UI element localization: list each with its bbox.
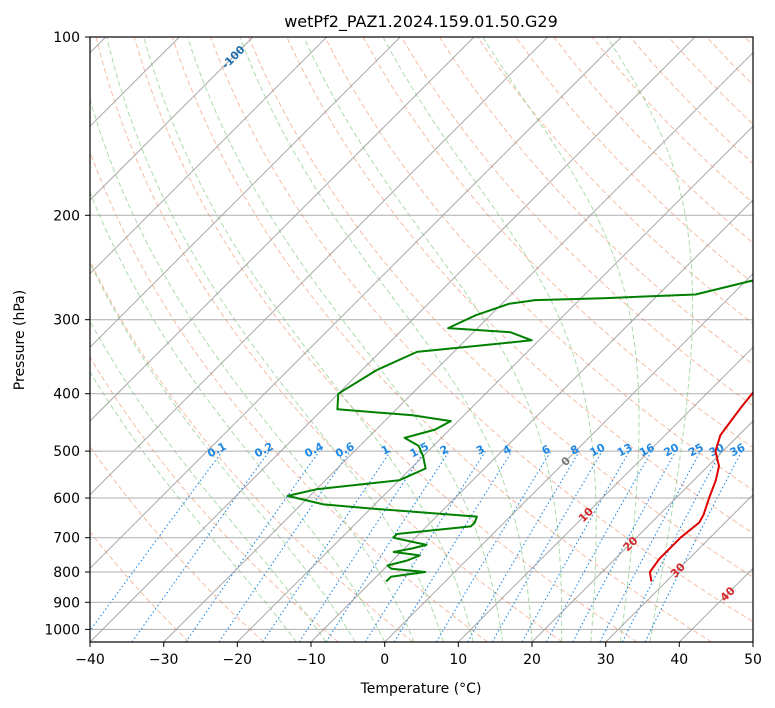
moist-adiabat-line: [239, 37, 533, 642]
dewpoint-profile-line: [286, 279, 753, 583]
x-axis: −40 −30 −20 −10 0 10 20 30 40 50: [75, 642, 762, 668]
moist-adiabat-line: [606, 37, 694, 642]
y-tick-label: 700: [53, 531, 80, 547]
isotherm-line: [90, 37, 622, 570]
x-tick-label: −40: [75, 652, 105, 668]
mixing-ratio-label: 20: [662, 441, 682, 460]
dry-adiabat-line: [90, 445, 264, 642]
mixing-ratio-line: [298, 450, 425, 642]
x-tick-label: −20: [223, 652, 253, 668]
y-tick-label: 800: [53, 565, 80, 581]
dry-adiabat-line: [90, 531, 190, 642]
y-tick-label: 400: [53, 387, 80, 403]
mixing-ratio-labels: 0.1 0.2 0.4 0.6 1 1.5 2 3 4 6 8 10 13 16 20 25 30 36: [205, 440, 747, 461]
dry-adiabat-line: [90, 356, 339, 642]
dry-adiabat-line: [95, 37, 563, 642]
mixing-ratio-line: [90, 450, 223, 632]
isotherm-line: [90, 37, 696, 642]
chart-title: wetPf2_PAZ1.2024.159.01.50.G29: [284, 12, 558, 32]
mixing-ratio-label: 25: [686, 441, 706, 460]
moist-adiabat-line: [303, 37, 563, 642]
moist-adiabat-line: [482, 37, 640, 642]
moist-adiabat-line: [106, 37, 445, 642]
isotherm-line: [531, 420, 753, 642]
isotherm-line: [384, 272, 753, 642]
moist-adiabat-line: [90, 320, 327, 642]
y-tick-label: 600: [53, 491, 80, 507]
x-tick-label: 30: [597, 652, 615, 668]
dry-adiabat-line: [324, 37, 753, 491]
mixing-ratio-line: [545, 450, 653, 642]
dry-adiabat-line: [210, 37, 753, 623]
mixing-ratio-line: [185, 450, 320, 642]
y-tick-label: 300: [53, 313, 80, 329]
moist-adiabat-line: [187, 37, 503, 642]
x-axis-label: Temperature (°C): [360, 681, 482, 697]
dry-adiabat-line: [133, 37, 638, 642]
isotherm-line: [90, 37, 401, 349]
y-tick-label: 200: [53, 208, 80, 224]
x-tick-label: −30: [149, 652, 179, 668]
isotherm-line: [90, 37, 549, 496]
mixing-ratio-line: [262, 450, 392, 642]
moist-adiabat-line: [90, 190, 386, 642]
mixing-ratio-label: 10: [588, 441, 608, 460]
isotherm-line: [236, 125, 753, 642]
isotherm-line: [605, 493, 753, 642]
plot-frame: [89, 36, 754, 643]
y-tick-label: 100: [53, 30, 80, 46]
dry-adiabat-line: [171, 37, 712, 642]
moist-adiabat-line: [90, 261, 356, 642]
y-tick-label: 1000: [44, 622, 80, 638]
y-tick-label: 900: [53, 595, 80, 611]
mixing-ratio-line: [393, 450, 513, 642]
y-axis-label: Pressure (hPa): [12, 290, 28, 390]
x-tick-label: 20: [523, 652, 541, 668]
moist-adiabat-line: [90, 370, 297, 642]
x-tick-label: 50: [744, 652, 762, 668]
x-tick-label: −10: [296, 652, 326, 668]
mixing-ratio-line: [131, 450, 270, 642]
mixing-ratio-label: 16: [637, 441, 657, 460]
mixing-ratio-label: 13: [615, 441, 635, 460]
dry-adiabat-line: [90, 150, 488, 642]
temperature-profile-line: [648, 391, 753, 582]
mixing-ratio-line: [218, 450, 351, 642]
profile-series: [286, 279, 753, 583]
x-tick-label: 10: [449, 652, 467, 668]
mixing-ratio-line: [325, 450, 450, 642]
isotherm-line: [90, 37, 328, 275]
isotherms: [90, 37, 753, 642]
dry-adiabat-line: [400, 37, 753, 407]
moist-adiabat-line: [382, 37, 597, 642]
isotherm-line: [163, 51, 753, 642]
y-axis: 100 200 300 400 500 600 700 800 900 1000: [44, 30, 90, 638]
isotherm-line: [457, 346, 753, 642]
mixing-ratio-line: [572, 450, 677, 642]
dry-adiabat-line: [438, 37, 753, 366]
mixing-ratio-line: [521, 450, 630, 642]
y-tick-label: 500: [53, 444, 80, 460]
plot-area: -100-90-80-70-60-50-40-30-20-10010203040…: [90, 37, 753, 642]
mixing-ratio-lines: [90, 450, 743, 642]
moist-adiabats: [90, 37, 694, 642]
moist-adiabat-line: [143, 37, 474, 642]
x-tick-label: 40: [670, 652, 688, 668]
mixing-ratio-label: 36: [728, 441, 748, 460]
isotherm-line: [90, 37, 475, 422]
isotherm-line: [90, 37, 254, 201]
mixing-ratio-line: [644, 450, 743, 642]
x-tick-label: 0: [380, 652, 389, 668]
dry-adiabat-line: [248, 37, 753, 578]
